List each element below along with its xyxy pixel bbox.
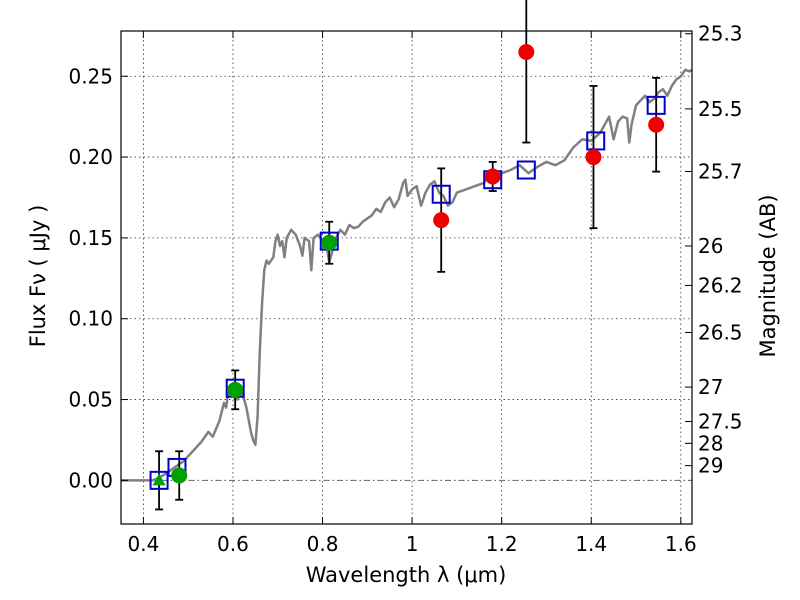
y-tick-label: 0.20	[68, 145, 113, 169]
spectrum-series	[121, 68, 693, 482]
y-axis-label: Flux Fν ( μJy )	[26, 205, 50, 348]
optical-point-marker	[171, 467, 188, 484]
spectrum-line	[121, 68, 693, 482]
right-tick-label: 27	[698, 375, 723, 399]
x-axis-label: Wavelength λ (μm)	[306, 563, 507, 587]
x-tick-label: 1.2	[486, 532, 518, 556]
y-tick-label: 0.15	[68, 226, 113, 250]
model-square-marker	[149, 470, 169, 490]
right-tick-label: 26.5	[698, 320, 743, 344]
y-tick-label: 0.00	[68, 468, 113, 492]
x-tick-label: 0.4	[127, 532, 159, 556]
limit-triangle-marker	[152, 473, 166, 486]
data-markers	[149, 44, 666, 490]
nir-point-marker	[518, 44, 535, 61]
nir-point-marker	[433, 212, 450, 229]
nir-point-marker	[648, 116, 665, 133]
y-axis-right-label: Magnitude (AB)	[756, 194, 780, 357]
error-bars	[155, 0, 661, 511]
x-tick-label: 1.4	[575, 532, 607, 556]
right-tick-label: 29	[698, 454, 723, 478]
y-tick-label: 0.25	[68, 64, 113, 88]
right-tick-label: 26.2	[698, 273, 743, 297]
y-tick-label: 0.05	[68, 388, 113, 412]
model-square-marker	[646, 95, 666, 115]
y-tick-label: 0.10	[68, 307, 113, 331]
plot-frame	[120, 30, 693, 525]
grid-lines	[121, 31, 692, 524]
right-tick-label: 25.5	[698, 97, 743, 121]
nir-point-marker	[585, 149, 602, 166]
right-tick-label: 27.5	[698, 410, 743, 434]
x-tick-label: 0.6	[217, 532, 249, 556]
x-tick-label: 1	[406, 532, 419, 556]
nir-point-marker	[484, 168, 501, 185]
model-square-marker	[431, 184, 451, 204]
model-square-marker	[516, 160, 536, 180]
right-tick-label: 25.7	[698, 159, 743, 183]
right-tick-label: 25.3	[698, 22, 743, 46]
right-tick-label: 26	[698, 234, 723, 258]
x-tick-label: 0.8	[307, 532, 339, 556]
axis-ticks: 0.4 0.6 0.8 1 1.2 1.4 1.6 0.00 0.05 0.10 0.15 0.20 0…	[68, 22, 742, 556]
optical-point-marker	[227, 381, 244, 398]
optical-point-marker	[321, 234, 338, 251]
right-tick-label: 28	[698, 431, 723, 455]
x-tick-label: 1.6	[665, 532, 697, 556]
